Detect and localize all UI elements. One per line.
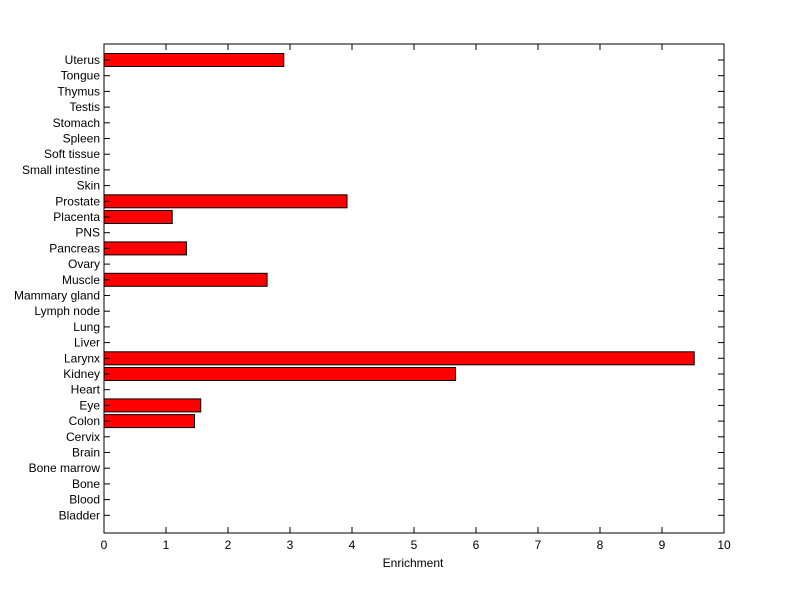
bar-uterus (103, 53, 285, 67)
y-tick-label: Stomach (53, 116, 100, 130)
x-tick-label: 1 (163, 538, 170, 552)
x-tick-label: 3 (287, 538, 294, 552)
y-tick-label: Placenta (53, 210, 100, 224)
x-tick-label: 7 (535, 538, 542, 552)
x-tick-label: 4 (349, 538, 356, 552)
x-tick-label: 0 (101, 538, 108, 552)
bar-muscle (103, 272, 268, 287)
y-tick-label: Muscle (62, 273, 100, 287)
y-tick-label: Spleen (63, 132, 100, 146)
y-tick-label: Bladder (59, 508, 100, 522)
bar-kidney (103, 367, 457, 381)
y-tick-label: Cervix (66, 430, 100, 444)
bar-placenta (103, 210, 173, 224)
y-tick-label: Bone (72, 477, 100, 491)
y-tick-label: Lung (73, 320, 100, 334)
x-axis-title: Enrichment (383, 556, 444, 570)
y-tick-label: Mammary gland (14, 289, 100, 303)
bar-larynx (103, 351, 695, 366)
x-tick-label: 9 (659, 538, 666, 552)
x-tick-label: 10 (717, 538, 731, 552)
x-tick-label: 6 (473, 538, 480, 552)
x-tick-label: 8 (597, 538, 604, 552)
y-tick-label: Kidney (63, 367, 100, 381)
plot-background (104, 44, 724, 533)
y-tick-label: Skin (77, 179, 100, 193)
y-tick-label: Testis (69, 100, 100, 114)
y-tick-label: Eye (79, 398, 100, 412)
y-tick-label: Tongue (61, 69, 101, 83)
y-tick-label: Ovary (68, 257, 100, 271)
y-tick-label: Larynx (64, 351, 100, 365)
y-tick-label: Blood (69, 493, 100, 507)
y-tick-label: Bone marrow (29, 461, 101, 475)
y-tick-label: Uterus (65, 53, 100, 67)
y-tick-label: Colon (69, 414, 100, 428)
bar-prostate (103, 194, 348, 209)
y-tick-label: Brain (72, 446, 100, 460)
y-tick-label: Pancreas (49, 241, 100, 255)
y-tick-label: Liver (74, 336, 100, 350)
y-tick-label: Thymus (57, 84, 100, 98)
bar-pancreas (103, 241, 187, 256)
y-tick-label: Heart (71, 383, 101, 397)
y-tick-label: Soft tissue (44, 147, 100, 161)
bar-eye (103, 398, 202, 413)
y-tick-label: Prostate (55, 194, 100, 208)
plot-frame (103, 43, 725, 534)
x-tick-label: 5 (411, 538, 418, 552)
bar-colon (103, 414, 196, 429)
y-tick-label: Small intestine (22, 163, 100, 177)
y-tick-label: PNS (75, 226, 100, 240)
x-tick-label: 2 (225, 538, 232, 552)
y-tick-label: Lymph node (34, 304, 100, 318)
